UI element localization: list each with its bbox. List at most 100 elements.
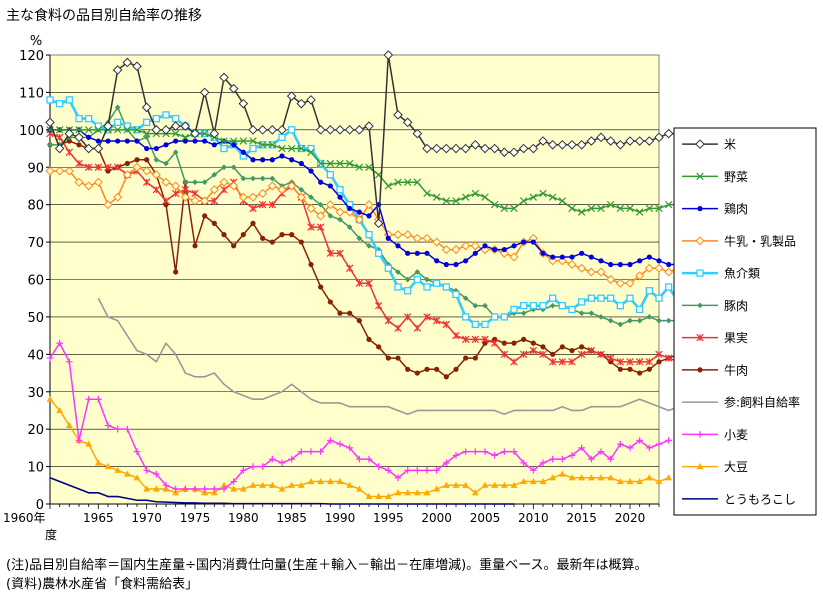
data-point	[211, 142, 217, 148]
data-point	[153, 145, 159, 152]
data-point	[696, 172, 704, 181]
data-point	[211, 171, 218, 178]
data-point	[539, 459, 547, 467]
data-point	[471, 189, 480, 198]
data-point	[442, 197, 451, 205]
data-point	[46, 96, 54, 104]
data-point	[520, 310, 527, 317]
data-point	[365, 279, 373, 287]
data-point	[443, 459, 450, 467]
data-point	[481, 320, 489, 329]
chart-title: 主な食料の品目別自給率の推移	[6, 8, 202, 24]
data-point	[306, 203, 316, 213]
data-point	[462, 481, 470, 488]
data-point	[347, 205, 353, 212]
data-point	[327, 299, 333, 305]
data-point	[162, 111, 170, 119]
data-point	[143, 467, 150, 474]
data-point	[259, 463, 266, 470]
data-point	[336, 440, 344, 448]
data-point	[326, 171, 334, 179]
data-point	[288, 481, 296, 488]
data-point	[578, 474, 586, 481]
data-point	[65, 96, 73, 104]
data-point	[540, 250, 546, 256]
y-tick-label: 60	[27, 274, 44, 289]
data-point	[452, 197, 460, 205]
series-3	[45, 162, 683, 288]
data-point	[697, 302, 703, 309]
data-point	[259, 481, 267, 488]
data-point	[142, 178, 151, 186]
data-point	[336, 159, 344, 168]
data-point	[75, 114, 83, 123]
data-point	[394, 324, 402, 332]
legend-item: 牛肉	[682, 362, 748, 377]
data-point	[510, 358, 518, 366]
data-point	[443, 374, 449, 380]
data-point	[471, 320, 479, 329]
data-point	[402, 117, 413, 128]
data-point	[336, 477, 344, 485]
data-point	[201, 179, 208, 186]
legend-item: 牛乳・乳製品	[682, 233, 796, 248]
data-point	[277, 125, 287, 135]
data-point	[316, 211, 326, 221]
y-axis: 0 10 20 30 40 50 60 70 80 90 100 110 120%	[19, 34, 51, 513]
y-tick-label: 70	[27, 236, 44, 251]
data-point	[124, 138, 130, 144]
data-point	[558, 197, 567, 205]
data-point	[596, 132, 606, 143]
data-point	[634, 136, 645, 146]
series-11	[49, 477, 514, 505]
series-9	[46, 339, 672, 493]
data-point	[404, 287, 412, 295]
data-point	[655, 294, 663, 302]
data-point	[141, 102, 152, 113]
data-point	[318, 284, 324, 290]
data-point	[645, 358, 654, 366]
data-point	[586, 136, 597, 146]
data-point	[337, 216, 343, 223]
data-point	[54, 143, 65, 154]
data-point	[490, 200, 499, 209]
data-point	[510, 305, 518, 314]
data-point	[569, 254, 575, 260]
data-point	[385, 235, 391, 241]
data-point	[240, 232, 246, 238]
data-point	[665, 317, 672, 324]
y-tick-label: 0	[36, 498, 44, 513]
data-point	[269, 175, 276, 182]
grid-lines	[50, 92, 659, 467]
data-point	[144, 145, 150, 152]
data-point	[93, 143, 104, 154]
data-point	[364, 121, 374, 131]
data-point	[279, 232, 285, 238]
data-point	[84, 163, 93, 171]
data-point	[296, 98, 307, 109]
data-point	[405, 366, 411, 372]
data-point	[492, 246, 498, 253]
data-point	[557, 139, 568, 150]
data-point	[461, 241, 471, 251]
data-point	[596, 267, 606, 277]
data-point	[172, 149, 179, 156]
data-point	[635, 271, 645, 281]
data-point	[202, 138, 208, 144]
data-point	[114, 104, 121, 111]
data-point	[443, 261, 449, 268]
data-point	[75, 437, 83, 444]
x-tick-label: 1975	[180, 511, 211, 525]
data-point	[143, 485, 151, 492]
data-point	[393, 110, 403, 120]
data-point	[598, 313, 604, 320]
data-point	[181, 133, 190, 142]
data-point	[395, 269, 401, 275]
data-point	[66, 138, 72, 144]
data-point	[663, 128, 674, 139]
data-point	[55, 133, 64, 142]
data-point	[278, 133, 286, 141]
data-point	[249, 204, 257, 213]
data-point	[451, 143, 461, 154]
data-point	[665, 283, 673, 291]
